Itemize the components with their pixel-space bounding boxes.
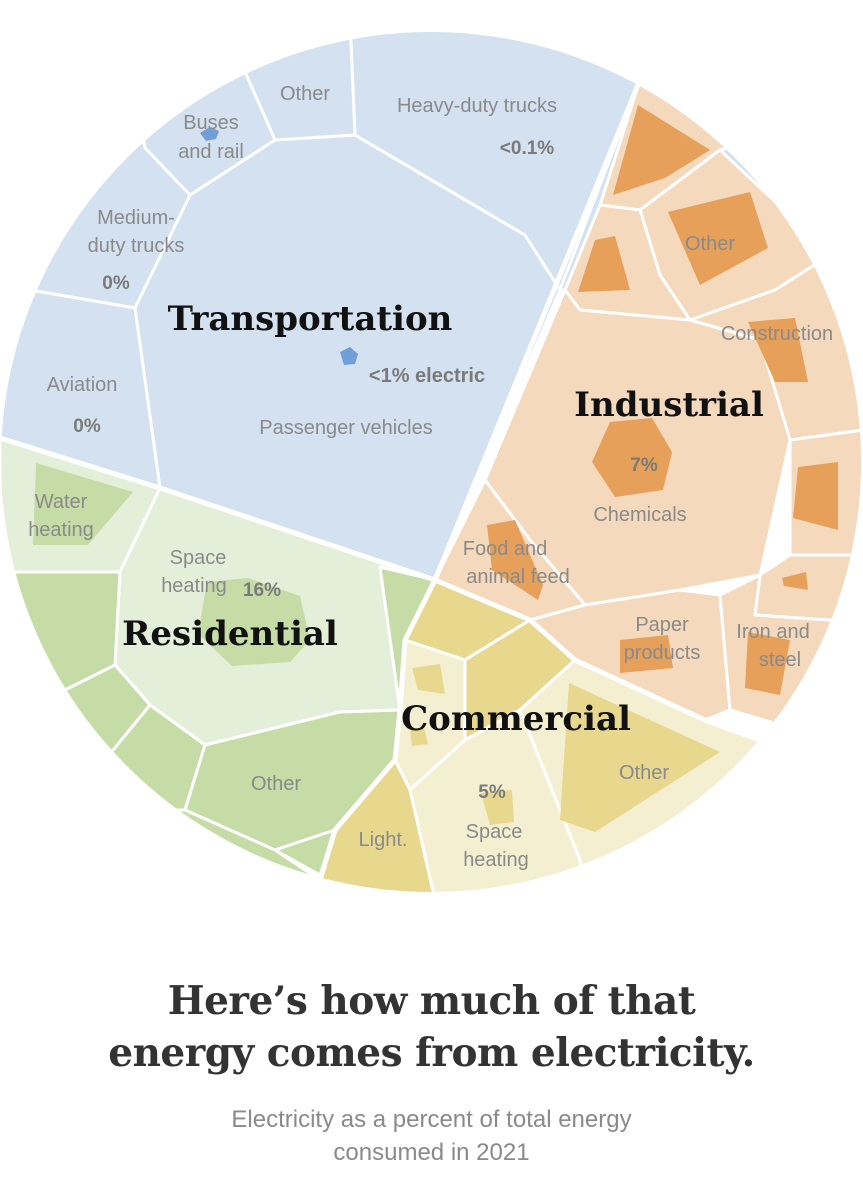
label-medium-line2: duty trucks: [88, 235, 185, 257]
label-com-pct: 5%: [478, 782, 506, 803]
label-transportation-electric: <1% electric: [369, 365, 485, 387]
label-medium-line1: Medium-: [97, 207, 175, 229]
label-iron-line1: Iron and: [736, 621, 809, 643]
label-buses-line1: Buses: [183, 112, 239, 134]
chart-title-line2: energy comes from electricity.: [108, 1030, 755, 1076]
chart-title: Here’s how much of that energy comes fro…: [0, 975, 863, 1079]
label-res-space-line2: heating: [161, 575, 227, 597]
label-heavy-duty-pct: <0.1%: [500, 138, 555, 159]
label-heavy-duty-trucks: Heavy-duty trucks: [397, 95, 557, 117]
label-residential-sector: Residential: [122, 614, 338, 654]
label-res-space-line1: Space: [170, 547, 227, 569]
chart-subtitle-line1: Electricity as a percent of total energy: [231, 1106, 632, 1133]
label-construction: Construction: [721, 323, 833, 345]
label-paper-line1: Paper: [635, 614, 689, 636]
label-transportation-sector: Transportation: [168, 299, 453, 339]
label-aviation: Aviation: [47, 374, 118, 396]
label-food-line1: Food and: [463, 538, 548, 560]
electric-iron-steel: [745, 632, 790, 695]
voronoi-chart: Transportation <1% electric Passenger ve…: [1, 32, 861, 892]
electric-construction: [748, 318, 808, 382]
label-buses-line2: and rail: [178, 141, 244, 163]
electric-buses-rail: [200, 127, 219, 141]
label-industrial-sector: Industrial: [574, 385, 764, 425]
label-water-line2: heating: [28, 519, 94, 541]
label-res-space-pct: 16%: [243, 580, 281, 601]
label-food-line2: animal feed: [466, 566, 569, 588]
electric-water-heating: [33, 463, 133, 545]
label-transport-other: Other: [280, 83, 330, 105]
label-medium-pct: 0%: [102, 273, 130, 294]
label-water-line1: Water: [35, 491, 88, 513]
electric-passenger-vehicles: [340, 347, 358, 365]
electric-ind-right: [793, 462, 838, 530]
electric-ind-other: [668, 192, 768, 285]
label-com-space-line2: heating: [463, 849, 529, 871]
electric-ind-small-left: [578, 236, 630, 292]
electric-ind-right-small: [782, 572, 808, 590]
label-res-other: Other: [251, 773, 301, 795]
cell-ind-right-small: [753, 553, 861, 627]
electric-com-other: [560, 683, 720, 832]
label-industrial-other: Other: [685, 233, 735, 255]
electric-res-space-heating: [198, 578, 310, 666]
electric-food-feed: [487, 520, 543, 600]
electric-com-left-2: [410, 728, 428, 746]
label-passenger-vehicles: Passenger vehicles: [259, 417, 432, 439]
label-paper-line2: products: [624, 642, 701, 664]
electric-ind-top: [613, 105, 710, 195]
label-chemicals-pct: 7%: [630, 455, 658, 476]
electric-chemicals: [592, 418, 672, 497]
label-com-space-line1: Space: [466, 821, 523, 843]
label-aviation-pct: 0%: [73, 416, 101, 437]
label-lighting: Light.: [359, 829, 408, 851]
label-commercial-sector: Commercial: [401, 699, 631, 739]
label-chemicals: Chemicals: [593, 504, 686, 526]
chart-title-line1: Here’s how much of that: [167, 978, 696, 1024]
electric-com-space-heating: [481, 790, 514, 825]
electric-paper: [620, 635, 673, 673]
electric-com-left-1: [412, 664, 445, 694]
chart-subtitle-line2: consumed in 2021: [333, 1139, 530, 1166]
label-iron-line2: steel: [759, 649, 801, 671]
label-com-other: Other: [619, 762, 669, 784]
chart-subtitle: Electricity as a percent of total energy…: [0, 1103, 863, 1169]
